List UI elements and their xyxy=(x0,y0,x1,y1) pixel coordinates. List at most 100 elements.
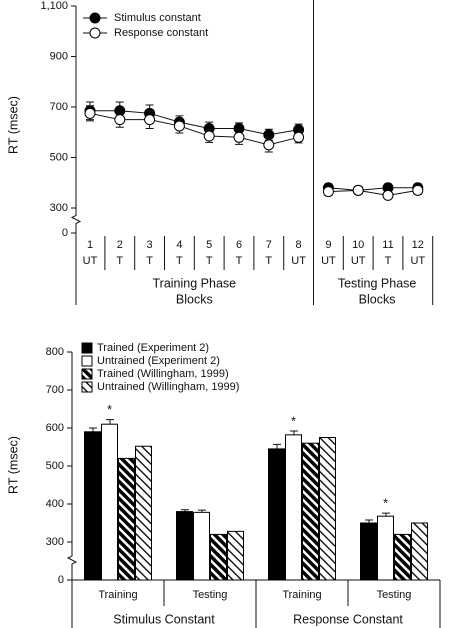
error-bar xyxy=(365,519,373,523)
x-tick-label: Training xyxy=(98,589,137,601)
condition-label: T xyxy=(385,255,392,267)
y-axis-line xyxy=(66,352,78,580)
condition-label: T xyxy=(265,255,272,267)
y-tick-label: 900 xyxy=(50,50,68,62)
x-tick-label: Testing xyxy=(193,589,228,601)
group-label: Stimulus Constant xyxy=(113,612,215,626)
block-label: 6 xyxy=(236,239,242,251)
condition-label: T xyxy=(116,255,123,267)
y-tick-label: 500 xyxy=(50,151,68,163)
marker xyxy=(233,131,245,143)
bar xyxy=(360,522,377,581)
block-label: 7 xyxy=(266,239,272,251)
marker xyxy=(382,189,394,201)
group-label: Testing Phase xyxy=(338,276,417,290)
legend-swatch xyxy=(81,355,93,367)
marker xyxy=(322,186,334,198)
marker xyxy=(84,107,96,119)
marker xyxy=(352,184,364,196)
bar xyxy=(176,511,193,581)
legend-label: Response constant xyxy=(114,27,208,39)
y-axis-label: RT (msec) xyxy=(6,436,20,494)
marker xyxy=(173,120,185,132)
significance-marker: * xyxy=(107,403,112,417)
series-line xyxy=(328,189,418,196)
bar xyxy=(135,445,152,581)
block-label: 10 xyxy=(352,239,364,251)
bar xyxy=(411,522,428,581)
condition-label: UT xyxy=(351,255,366,267)
y-tick-label: 600 xyxy=(46,422,64,434)
condition-label: T xyxy=(206,255,213,267)
y-tick-label: 0 xyxy=(62,227,68,239)
condition-label: UT xyxy=(291,255,306,267)
bar xyxy=(101,423,118,581)
bar xyxy=(193,511,210,581)
legend-label: Stimulus constant xyxy=(114,12,201,24)
bar xyxy=(319,437,336,581)
condition-label: UT xyxy=(410,255,425,267)
block-label: 12 xyxy=(412,239,424,251)
y-axis-line xyxy=(70,6,82,233)
legend-swatch xyxy=(81,368,93,380)
legend-label: Untrained (Willingham, 1999) xyxy=(97,381,239,393)
legend-marker xyxy=(89,12,101,24)
y-axis-label: RT (msec) xyxy=(6,96,20,154)
group-label: Training Phase xyxy=(152,276,236,290)
block-label: 3 xyxy=(147,239,153,251)
marker xyxy=(203,130,215,142)
bar xyxy=(394,533,411,581)
marker xyxy=(114,114,126,126)
legend-label: Trained (Experiment 2) xyxy=(97,342,209,354)
group-label: Blocks xyxy=(359,292,396,306)
bar xyxy=(268,448,285,581)
group-label: Blocks xyxy=(176,292,213,306)
block-label: 4 xyxy=(176,239,182,251)
condition-label: T xyxy=(176,255,183,267)
group-label: Response Constant xyxy=(293,612,403,626)
legend-label: Untrained (Experiment 2) xyxy=(97,355,220,367)
y-tick-label: 300 xyxy=(46,536,64,548)
error-bar xyxy=(106,419,114,425)
significance-marker: * xyxy=(291,414,296,428)
bar xyxy=(210,533,227,581)
bar xyxy=(118,457,135,581)
y-tick-label: 700 xyxy=(50,101,68,113)
y-tick-label: 0 xyxy=(58,574,64,586)
block-label: 5 xyxy=(206,239,212,251)
block-label: 8 xyxy=(296,239,302,251)
condition-label: T xyxy=(146,255,153,267)
condition-label: T xyxy=(236,255,243,267)
condition-label: UT xyxy=(321,255,336,267)
block-label: 2 xyxy=(117,239,123,251)
y-tick-label: 500 xyxy=(46,460,64,472)
y-tick-label: 800 xyxy=(46,346,64,358)
bar xyxy=(285,434,302,581)
block-label: 1 xyxy=(87,239,93,251)
block-label: 11 xyxy=(382,239,393,251)
x-tick-label: Training xyxy=(282,589,321,601)
y-tick-label: 1,100 xyxy=(40,0,68,12)
legend-swatch xyxy=(81,342,93,354)
x-tick-label: Testing xyxy=(377,589,412,601)
y-tick-label: 400 xyxy=(46,498,64,510)
error-bar xyxy=(89,427,97,432)
marker xyxy=(144,114,156,126)
significance-marker: * xyxy=(383,496,388,510)
marker xyxy=(293,131,305,143)
y-tick-label: 300 xyxy=(50,202,68,214)
marker xyxy=(263,139,275,151)
y-tick-label: 700 xyxy=(46,384,64,396)
legend-label: Trained (Willingham, 1999) xyxy=(97,368,229,380)
error-bar xyxy=(290,430,298,435)
series-line xyxy=(328,187,418,191)
bar xyxy=(227,530,244,581)
condition-label: UT xyxy=(83,255,98,267)
error-bar xyxy=(382,512,390,517)
legend-marker xyxy=(89,27,101,39)
bar xyxy=(302,442,319,581)
legend-swatch xyxy=(81,381,93,393)
error-bar xyxy=(273,443,281,449)
marker xyxy=(412,184,424,196)
